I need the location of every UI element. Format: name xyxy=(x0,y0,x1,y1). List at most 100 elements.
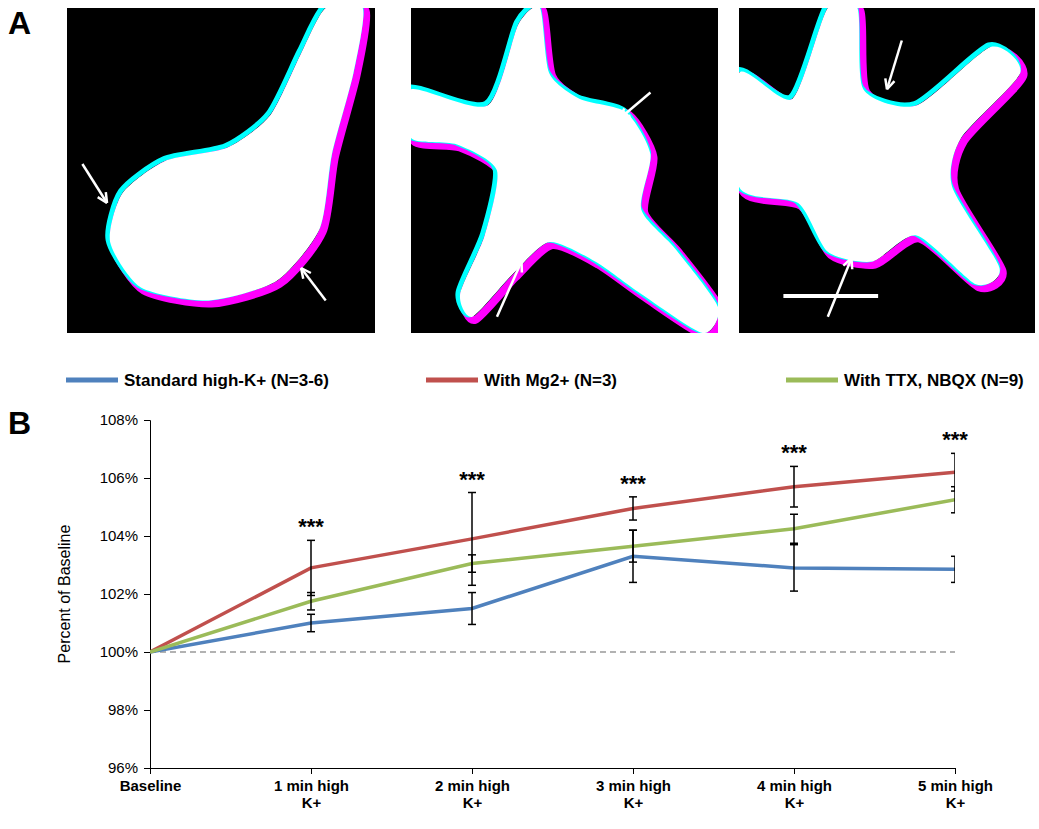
arrow-shaft xyxy=(497,262,522,317)
y-tick-mark xyxy=(144,594,150,595)
cell-body xyxy=(411,8,718,333)
error-bar-stem xyxy=(632,497,634,520)
y-tick-label: 106% xyxy=(100,469,138,486)
significance-label: *** xyxy=(298,514,324,539)
error-bar xyxy=(629,530,637,582)
error-bar-stem xyxy=(793,545,795,591)
legend-label: Standard high-K+ (N=3-6) xyxy=(124,371,329,390)
x-tick: 1 min highK+ xyxy=(274,768,349,811)
error-bar xyxy=(468,593,476,625)
x-tick: Baseline xyxy=(120,768,182,794)
error-bar-cap xyxy=(307,540,315,542)
series-line xyxy=(150,472,955,652)
error-bar-cap xyxy=(629,529,637,531)
arrow-head xyxy=(98,192,107,203)
arrow-head xyxy=(885,78,894,89)
y-tick-label: 108% xyxy=(100,411,138,428)
y-tick: 98% xyxy=(108,701,150,718)
arrow-shaft xyxy=(82,164,107,203)
error-bar xyxy=(468,555,476,572)
error-bar-stem xyxy=(310,540,312,595)
error-bar xyxy=(629,497,637,520)
x-tick-label: 2 min highK+ xyxy=(435,777,510,811)
cell-body xyxy=(110,8,364,301)
significance-label: *** xyxy=(781,440,807,465)
y-tick: 102% xyxy=(100,585,150,602)
x-tick-label: Baseline xyxy=(120,777,182,794)
x-tick: 4 min highK+ xyxy=(757,768,832,811)
error-bar-cap xyxy=(468,572,476,574)
x-tick-mark xyxy=(150,768,151,774)
x-tick-mark xyxy=(633,768,634,774)
significance-label: *** xyxy=(459,467,485,492)
x-tick-label: 5 min highK+ xyxy=(918,777,993,811)
legend-entry: Standard high-K+ (N=3-6) xyxy=(66,371,329,390)
arrow-shaft xyxy=(620,93,651,119)
y-tick-mark xyxy=(144,652,150,653)
y-tick-label: 102% xyxy=(100,585,138,602)
x-tick-mark xyxy=(794,768,795,774)
arrow-head xyxy=(513,262,522,273)
error-bar-cap xyxy=(307,592,315,594)
error-bar-cap xyxy=(629,529,637,531)
micrograph xyxy=(67,1,375,333)
legend-label: With Mg2+ (N=3) xyxy=(484,371,617,390)
panel-label: B xyxy=(8,405,31,441)
scale-bar xyxy=(783,294,878,298)
y-tick-label: 104% xyxy=(100,527,138,544)
x-axis: Baseline 1 min highK+ 2 min highK+ 3 min hi… xyxy=(120,768,993,811)
micrograph xyxy=(404,4,722,336)
micrograph xyxy=(732,0,1035,333)
y-tick-label: 100% xyxy=(100,643,138,660)
error-bar-stem xyxy=(954,453,955,491)
x-tick-label: 3 min highK+ xyxy=(596,777,671,811)
error-bar-stem xyxy=(310,593,312,610)
y-axis-title: Percent of Baseline xyxy=(56,525,73,664)
error-bar-cap xyxy=(790,543,798,545)
error-bar-cap xyxy=(790,544,798,546)
error-bar-cap xyxy=(468,554,476,556)
error-bar xyxy=(307,593,315,610)
x-tick-mark xyxy=(311,768,312,774)
arrow-shaft xyxy=(301,268,326,301)
error-bar-cap xyxy=(629,561,637,563)
error-bar-cap xyxy=(307,609,315,611)
error-bar xyxy=(790,514,798,543)
error-bar xyxy=(468,493,476,586)
arrow-shaft xyxy=(828,258,852,317)
error-bar-stem xyxy=(471,555,473,572)
error-bar-stem xyxy=(632,530,634,582)
y-tick-mark xyxy=(144,536,150,537)
legend-swatch xyxy=(66,378,118,383)
y-tick: 106% xyxy=(100,469,150,486)
y-tick: 104% xyxy=(100,527,150,544)
error-bar-cap xyxy=(790,506,798,508)
error-bar-cap xyxy=(307,631,315,633)
arrow-head xyxy=(620,108,631,118)
error-bar-stem xyxy=(310,614,312,631)
significance-label: *** xyxy=(942,427,968,452)
y-tick-mark xyxy=(144,710,150,711)
legend-swatch xyxy=(426,378,478,383)
significance-label: *** xyxy=(620,471,646,496)
error-bar xyxy=(790,545,798,591)
error-bar-cap xyxy=(951,453,955,455)
error-bar-stem xyxy=(954,556,955,582)
legend-label: With TTX, NBQX (N=9) xyxy=(844,371,1024,390)
cell-body xyxy=(739,8,1021,285)
error-bar-cap xyxy=(951,556,955,558)
legend-entry: With Mg2+ (N=3) xyxy=(426,371,617,390)
arrow-head xyxy=(301,268,311,279)
series-line xyxy=(150,556,955,652)
error-bar-cap xyxy=(468,492,476,494)
error-bar xyxy=(629,530,637,562)
error-bar-cap xyxy=(951,486,955,488)
legend-entry: With TTX, NBQX (N=9) xyxy=(786,371,1024,390)
y-axis-line xyxy=(144,421,151,769)
error-bar-cap xyxy=(468,592,476,594)
y-tick-label: 98% xyxy=(108,701,138,718)
error-bar-cap xyxy=(790,590,798,592)
error-bar-stem xyxy=(632,530,634,562)
error-bar-cap xyxy=(468,624,476,626)
y-tick-mark xyxy=(144,768,150,769)
